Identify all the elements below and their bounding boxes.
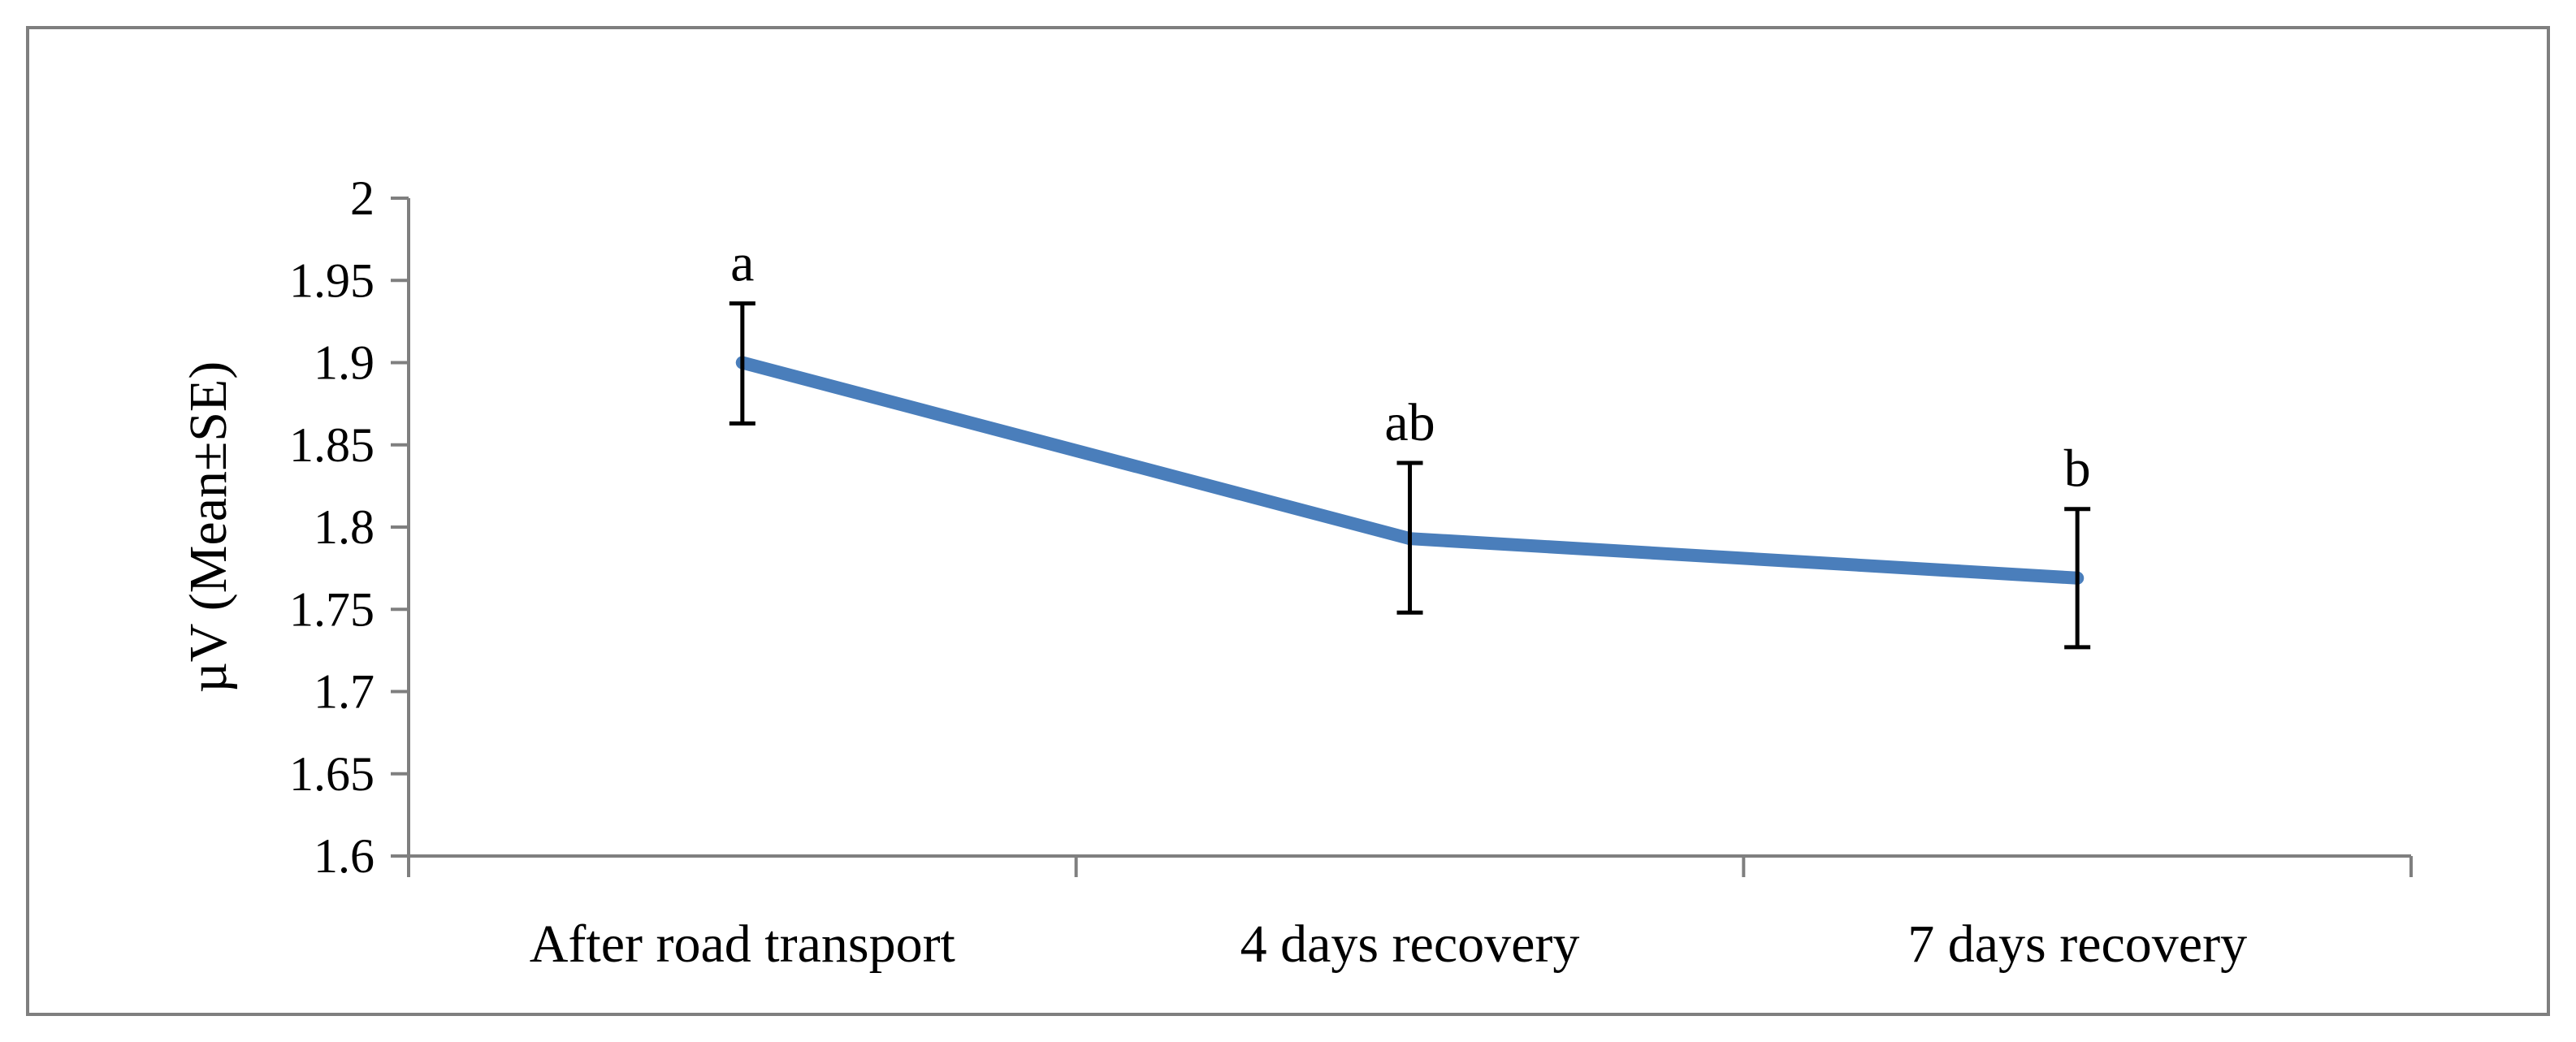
y-tick-label: 1.6 <box>314 829 374 883</box>
significance-labels: a ab b <box>730 234 2090 499</box>
x-category-label: After road transport <box>530 914 955 974</box>
x-category-label: 7 days recovery <box>1907 914 2247 974</box>
y-tick-label: 1.85 <box>289 418 374 472</box>
significance-letter: b <box>2064 439 2091 499</box>
y-tick-label: 1.95 <box>289 253 374 307</box>
y-tick-label: 1.8 <box>314 500 374 554</box>
significance-letter: a <box>730 234 754 293</box>
x-category-label: 4 days recovery <box>1240 914 1580 974</box>
x-axis: After road transport 4 days recovery 7 day… <box>407 854 2413 974</box>
significance-letter: ab <box>1384 393 1435 452</box>
y-axis: 1.6 1.65 1.7 1.75 1.8 1.85 1.9 1.95 2 <box>289 171 410 883</box>
y-tick-label: 2 <box>350 171 374 225</box>
y-tick-label: 1.65 <box>289 747 374 801</box>
chart-frame <box>26 26 2550 1016</box>
y-tick-label: 1.9 <box>314 336 374 390</box>
y-tick-label: 1.7 <box>314 665 374 719</box>
y-tick-label: 1.75 <box>289 582 374 636</box>
y-axis-label: µV (Mean±SE) <box>179 361 238 693</box>
error-bars <box>729 301 2091 650</box>
